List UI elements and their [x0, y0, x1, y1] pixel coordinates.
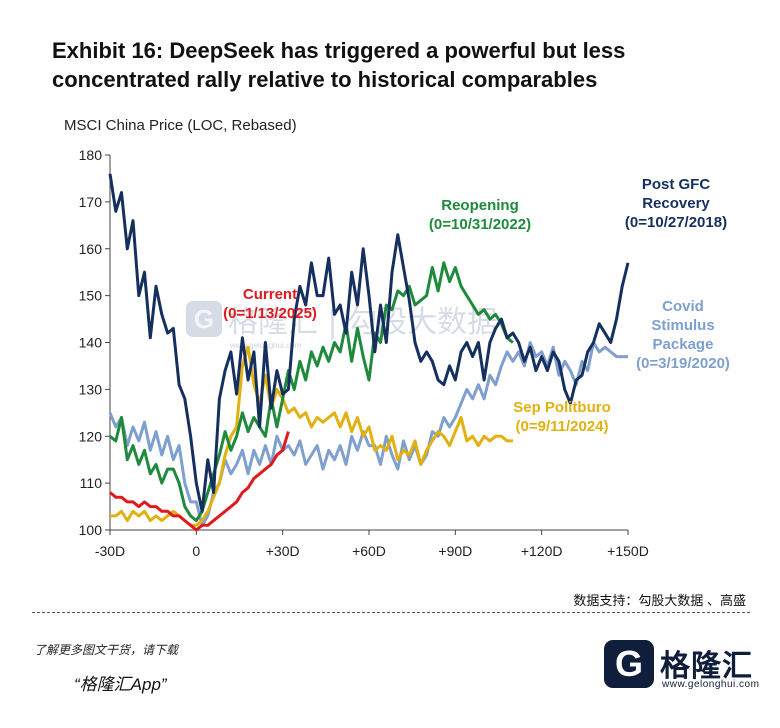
y-tick-label: 100 [79, 522, 103, 538]
series-label-line: Reopening [441, 197, 519, 214]
y-tick-label: 170 [79, 194, 103, 210]
series-label-line: (0=1/13/2025) [223, 305, 317, 322]
x-tick-label: +60D [352, 543, 386, 559]
app-name-promo[interactable]: “格隆汇App” [74, 675, 167, 694]
dashed-divider [32, 612, 750, 613]
series-label-post-gfc-recovery: Post GFC Recovery (0=10/27/2018) [625, 176, 727, 231]
series-label-line: (0=3/19/2020) [636, 355, 730, 372]
series-lines-group [108, 173, 630, 532]
download-prompt: 了解更多图文干货，请下载 [34, 643, 179, 657]
x-tick-label: +30D [266, 543, 300, 559]
data-source-note: 数据支持：勾股大数据 、高盛 [573, 593, 746, 608]
series-label-line: Package [653, 336, 714, 353]
line-chart: G 格隆汇 | 勾股大数据 www.gelonghui.com 100 110 12… [79, 147, 730, 559]
series-label-line: (0=9/11/2024) [516, 418, 609, 435]
y-tick-label: 130 [79, 381, 103, 397]
y-tick-label: 140 [79, 335, 103, 351]
y-tick-label: 180 [79, 147, 103, 163]
series-label-current: Current (0=1/13/2025) [223, 286, 317, 322]
series-label-line: (0=10/31/2022) [429, 216, 531, 233]
watermark-logo-box [186, 301, 222, 337]
series-label-line: Sep Politburo [513, 399, 611, 416]
y-tick-label: 160 [79, 241, 103, 257]
y-tick-label: 120 [79, 428, 103, 444]
series-label-covid-stimulus-package: Covid Stimulus Package (0=3/19/2020) [636, 298, 730, 372]
x-tick-label: +90D [438, 543, 472, 559]
x-tick-label: +120D [521, 543, 563, 559]
series-label-reopening: Reopening (0=10/31/2022) [429, 197, 531, 233]
series-label-line: Current [243, 286, 297, 303]
logo-url: www.gelonghui.com [662, 679, 760, 690]
series-label-line: Covid [662, 298, 704, 315]
chart-title: Exhibit 16: DeepSeek has triggered a pow… [52, 38, 626, 92]
axes-group: 100 110 120 130 140 150 160 170 180 -30D 0 +30D +60D… [79, 147, 649, 559]
y-axis-label: MSCI China Price (LOC, Rebased) [64, 117, 297, 134]
series-label-sep-politburo: Sep Politburo (0=9/11/2024) [513, 399, 611, 435]
series-label-line: Recovery [642, 195, 710, 212]
series-line-covid-stimulus-package [108, 341, 628, 527]
watermark-text: 格隆汇 | 勾股大数据 [228, 305, 497, 340]
watermark-logo-glyph: G [194, 304, 214, 334]
series-line-current [109, 431, 290, 532]
series-label-line: (0=10/27/2018) [625, 214, 727, 231]
series-line-sep-politburo [110, 345, 513, 527]
x-tick-label: 0 [192, 543, 200, 559]
series-labels-group: Post GFC Recovery (0=10/27/2018) Reopening (… [223, 176, 730, 435]
logo-name: 格隆汇 [660, 650, 753, 683]
series-line-post-gfc-recovery [108, 173, 630, 513]
x-tick-label: +150D [607, 543, 649, 559]
series-label-line: Stimulus [651, 317, 714, 334]
watermark-group: G 格隆汇 | 勾股大数据 www.gelonghui.com [186, 301, 497, 350]
y-tick-label: 110 [80, 475, 103, 491]
y-tick-label: 150 [79, 288, 103, 304]
x-tick-label: -30D [95, 543, 125, 559]
series-line-reopening [109, 261, 514, 523]
gelonghui-logo-icon: G [604, 640, 654, 688]
series-label-line: Post GFC [642, 176, 711, 193]
